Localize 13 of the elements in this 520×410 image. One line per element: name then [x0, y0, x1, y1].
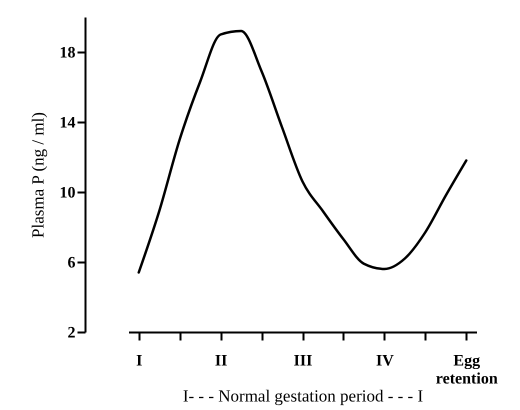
y-axis-title: Plasma P (ng / ml): [28, 112, 48, 238]
y-tick-label: 6: [68, 254, 76, 272]
x-tick-label: I: [136, 352, 142, 370]
x-tick-label: IV: [376, 352, 394, 370]
x-tick-label: Egg retention: [436, 352, 498, 388]
y-tick-label: 18: [60, 44, 76, 62]
y-tick-label: 14: [60, 114, 76, 132]
x-axis-title: I- - - Normal gestation period - - - I: [182, 386, 424, 406]
x-tick-label: III: [294, 352, 312, 370]
y-tick-label: 10: [60, 184, 76, 202]
x-tick-label: II: [214, 352, 228, 370]
line-series: [137, 30, 468, 274]
y-tick-label: 2: [68, 324, 76, 342]
